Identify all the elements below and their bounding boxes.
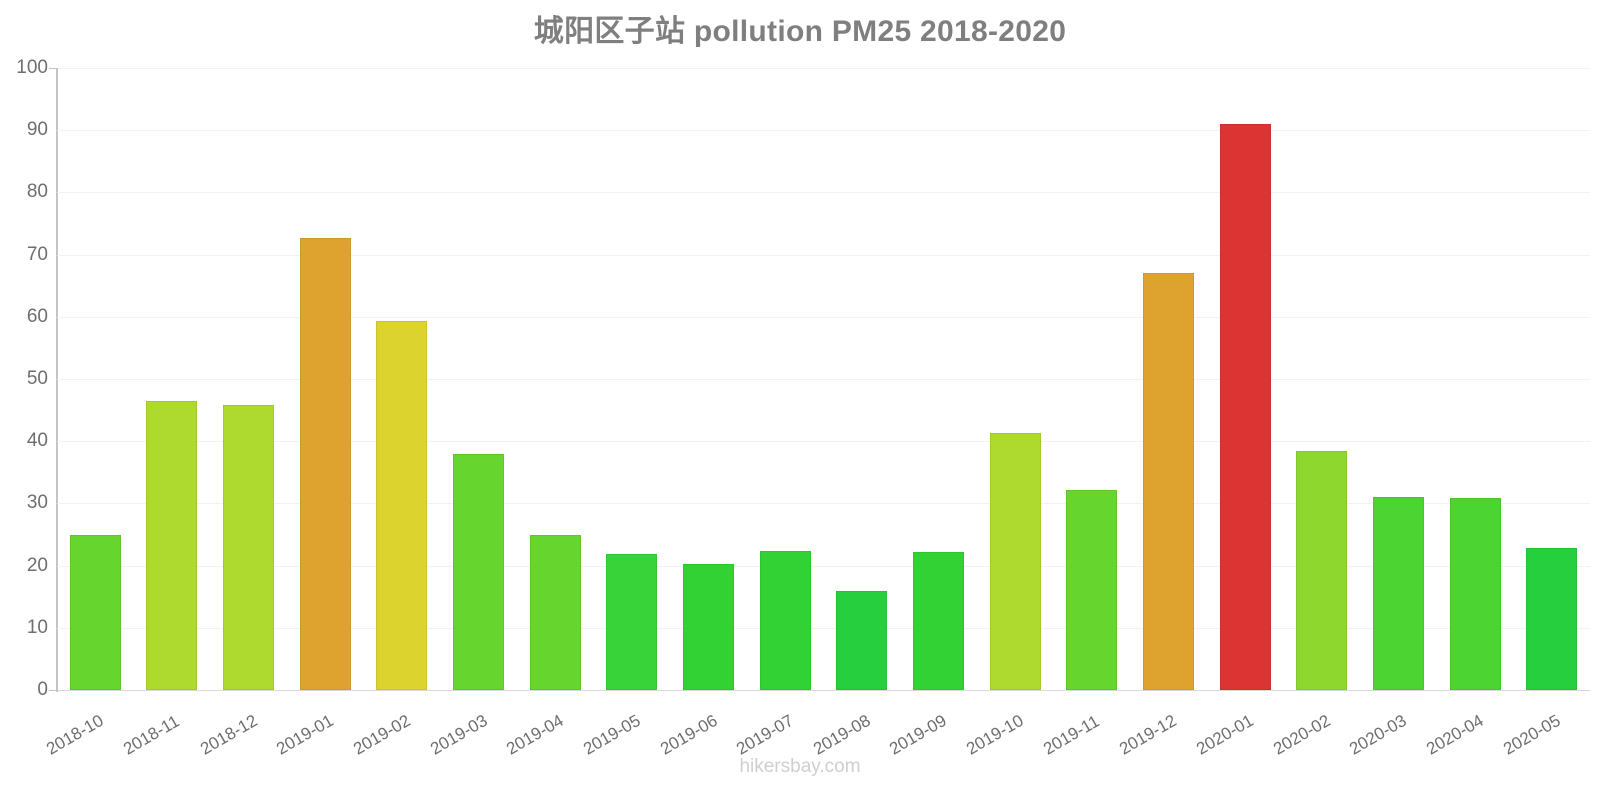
- bar[interactable]: [223, 405, 275, 690]
- x-tick-label-text: 2019-11: [1039, 711, 1103, 759]
- x-tick-label-text: 2019-12: [1116, 710, 1181, 759]
- bar[interactable]: [683, 563, 734, 690]
- x-tick-label-text: 2019-05: [579, 710, 644, 759]
- x-tick-label-text: 2019-08: [809, 710, 874, 759]
- gridline: [57, 379, 1590, 380]
- bar[interactable]: [836, 591, 888, 690]
- gridline: [57, 68, 1590, 69]
- x-tick-label-text: 2019-09: [886, 710, 951, 759]
- x-tick-label-text: 2020-03: [1346, 710, 1411, 759]
- bar[interactable]: [376, 321, 428, 690]
- y-tick-label: 90: [26, 119, 48, 141]
- y-tick-label: 50: [26, 368, 48, 389]
- chart-title: 城阳区子站 pollution PM25 2018-2020: [533, 15, 1067, 48]
- x-tick-label-text: 2018-11: [120, 711, 183, 759]
- bar[interactable]: [989, 433, 1041, 690]
- x-tick-label-text: 2019-06: [656, 710, 721, 759]
- y-tick-label: 60: [26, 305, 48, 327]
- x-tick-label-text: 2018-12: [196, 710, 261, 759]
- y-tick-label: 0: [37, 679, 48, 700]
- x-tick-label-text: 2019-02: [350, 710, 414, 759]
- bar[interactable]: [299, 237, 351, 690]
- bar[interactable]: [759, 550, 811, 690]
- x-tick-label-text: 2019-01: [273, 710, 337, 759]
- x-tick-label-text: 2018-10: [43, 710, 107, 759]
- bar[interactable]: [1296, 450, 1348, 690]
- gridline: [57, 316, 1590, 318]
- gridline: [57, 503, 1590, 505]
- x-tick-label-text: 2019-03: [426, 710, 491, 759]
- x-tick-label-text: 2020-04: [1423, 710, 1487, 759]
- bar[interactable]: [529, 534, 581, 690]
- x-tick-label-text: 2019-07: [733, 710, 797, 759]
- bar[interactable]: [1066, 490, 1118, 690]
- bar[interactable]: [453, 453, 505, 690]
- x-tick-label-text: 2020-02: [1269, 710, 1334, 759]
- x-tick-label-text: 2019-10: [963, 710, 1027, 759]
- y-tick-label: 100: [16, 57, 48, 78]
- gridline: [57, 627, 1590, 629]
- bar[interactable]: [606, 553, 658, 690]
- bar[interactable]: [1449, 497, 1501, 690]
- bars-layer: [57, 68, 1590, 690]
- x-tick-label-text: 2019-04: [503, 710, 567, 759]
- footer-credit: hikersbay.com: [739, 756, 861, 777]
- bar[interactable]: [912, 551, 964, 690]
- bar[interactable]: [1219, 123, 1271, 690]
- gridline: [57, 441, 1590, 443]
- gridline: [57, 130, 1590, 132]
- gridline: [57, 690, 1590, 691]
- bar[interactable]: [1142, 273, 1194, 690]
- x-tick-label-text: 2020-05: [1499, 710, 1564, 759]
- plot-area: [57, 68, 1590, 691]
- y-tick-label: 20: [26, 554, 48, 576]
- x-axis: 2018-10 2018-11 2018-12 2019-01 2019-02 2019-…: [43, 690, 1590, 800]
- y-axis-line: [56, 68, 58, 692]
- gridline: [57, 565, 1590, 567]
- y-tick-label: 30: [26, 492, 48, 514]
- y-tick-mark: [49, 68, 58, 69]
- y-tick-label: 70: [26, 243, 48, 265]
- y-tick-label: 10: [26, 616, 48, 638]
- y-tick-label: 40: [26, 430, 48, 452]
- gridline: [57, 192, 1590, 194]
- bar[interactable]: [69, 534, 121, 690]
- bar[interactable]: [1372, 496, 1424, 690]
- y-tick-mark: [49, 690, 58, 691]
- x-tick-label-text: 2020-01: [1193, 710, 1257, 759]
- gridline: [57, 254, 1590, 256]
- bar[interactable]: [146, 400, 198, 690]
- y-tick-label: 80: [26, 181, 48, 203]
- bar[interactable]: [1526, 548, 1578, 690]
